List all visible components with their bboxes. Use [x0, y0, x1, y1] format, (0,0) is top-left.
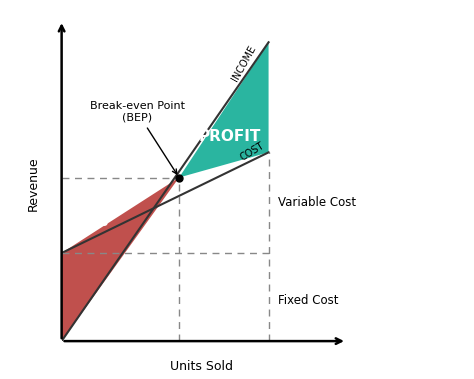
- Text: LOSS: LOSS: [70, 215, 109, 229]
- Text: Break-even Point
(BEP): Break-even Point (BEP): [90, 101, 185, 174]
- Text: INCOME: INCOME: [229, 44, 257, 83]
- Text: Variable Cost: Variable Cost: [278, 196, 356, 209]
- Text: Revenue: Revenue: [27, 157, 40, 211]
- Text: Fixed Cost: Fixed Cost: [278, 294, 338, 307]
- Polygon shape: [62, 177, 179, 341]
- Text: COST: COST: [238, 141, 266, 163]
- Text: PROFIT: PROFIT: [198, 129, 261, 144]
- Text: Units Sold: Units Sold: [170, 360, 233, 373]
- Polygon shape: [179, 42, 269, 177]
